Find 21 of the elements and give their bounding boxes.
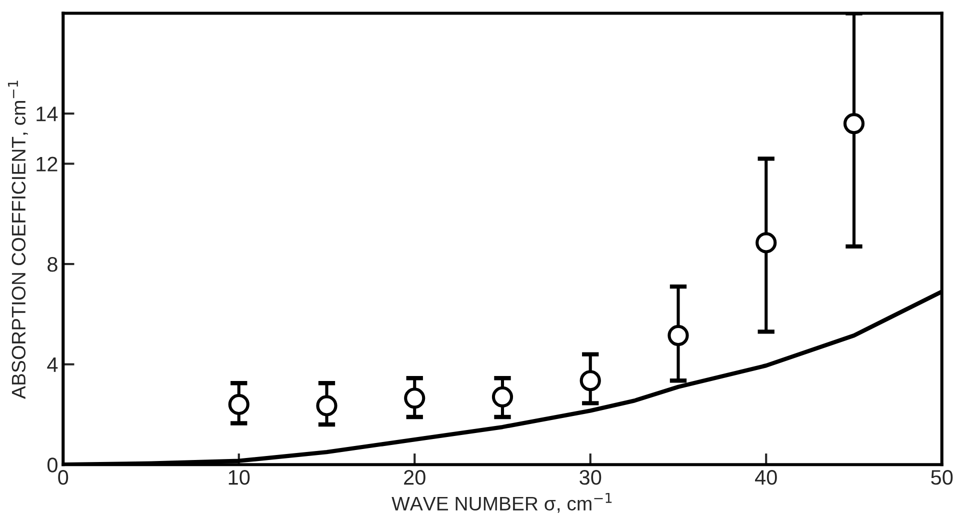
point	[316, 395, 338, 416]
y-tick-label: 4	[47, 358, 58, 372]
x-tick-label: 40	[755, 470, 777, 485]
x-tick-label: 10	[228, 470, 250, 485]
y-tick-label: 12	[36, 156, 58, 172]
y-tick-label: 0	[47, 458, 58, 472]
x-tick-label: 50	[931, 470, 953, 485]
point	[580, 370, 601, 392]
point	[492, 386, 514, 408]
y-axis-title: ABSORPTION COEFFICIENT, cm$^{−1}$	[8, 80, 28, 399]
y-tick-label: 8	[48, 257, 58, 272]
y-tick-label: 14	[36, 106, 58, 122]
x-tick-label: 0	[58, 470, 68, 485]
x-tick-label: 30	[580, 470, 602, 485]
x-axis-title: WAVE NUMBER σ, cm$^{−1}$	[392, 492, 612, 513]
point	[228, 394, 250, 415]
point	[756, 232, 777, 254]
point	[668, 324, 689, 346]
point	[843, 113, 865, 134]
point	[404, 388, 426, 409]
x-tick-label: 20	[404, 470, 426, 485]
